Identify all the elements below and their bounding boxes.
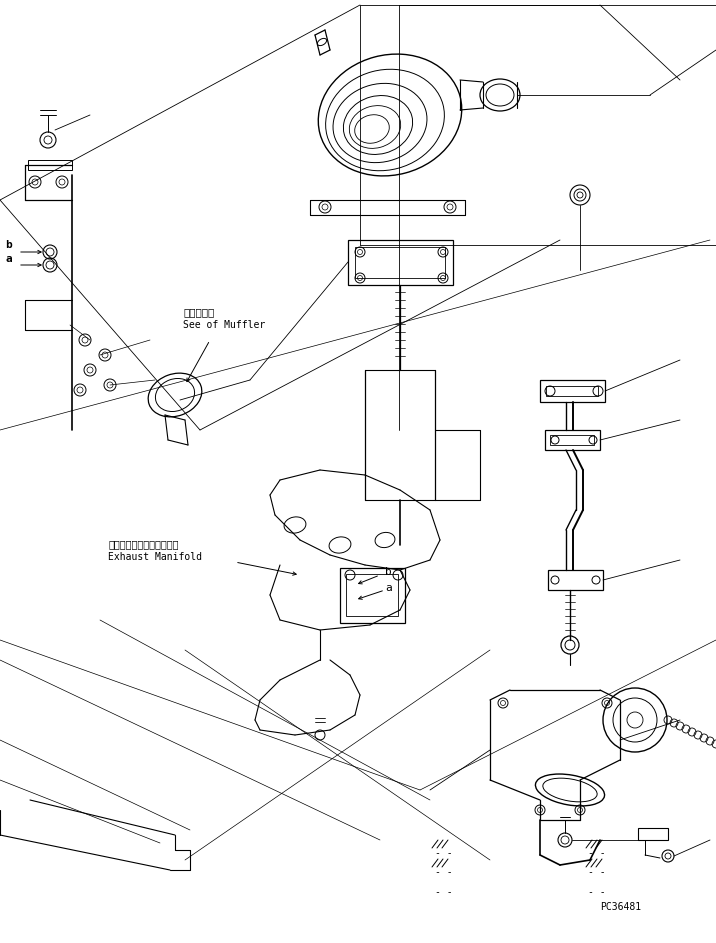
Bar (548, 570, 603, 590)
Bar (340, 568, 405, 623)
Text: エキゾーストマニホールド: エキゾーストマニホールド (108, 539, 178, 549)
Text: Exhaust Manifold: Exhaust Manifold (108, 552, 202, 562)
Bar (348, 240, 453, 285)
Text: - -: - - (435, 848, 453, 858)
Bar (545, 430, 600, 450)
Bar (28, 160, 72, 170)
Bar (355, 247, 445, 278)
Bar (540, 380, 605, 402)
Bar (546, 386, 598, 396)
Text: - -: - - (588, 887, 606, 897)
Bar (550, 435, 594, 445)
Text: PC36481: PC36481 (600, 902, 641, 912)
Text: b: b (385, 567, 392, 577)
Text: b: b (5, 240, 11, 250)
Bar (346, 574, 398, 616)
Text: a: a (385, 583, 392, 593)
Text: - -: - - (588, 848, 606, 858)
Text: - -: - - (435, 887, 453, 897)
Text: See of Muffler: See of Muffler (183, 320, 265, 330)
Text: a: a (5, 254, 11, 264)
Text: - -: - - (588, 867, 606, 877)
Text: - -: - - (435, 867, 453, 877)
Bar (638, 828, 668, 840)
Text: マフラ参照: マフラ参照 (183, 307, 214, 317)
